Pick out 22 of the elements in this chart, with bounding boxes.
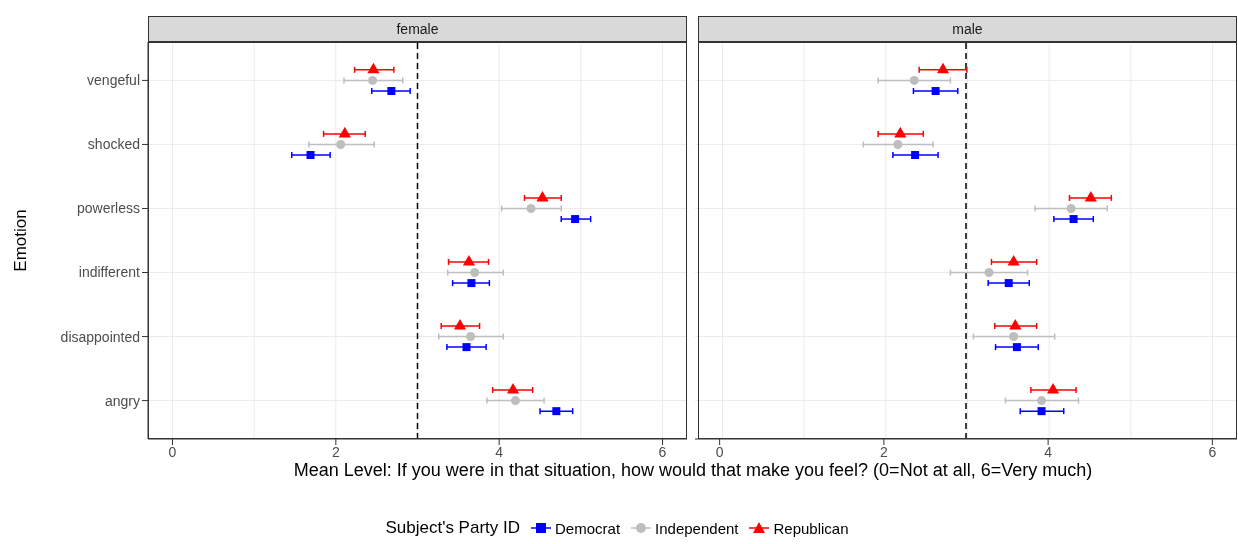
x-tick-label: 0: [168, 443, 177, 460]
legend-label: Independent: [654, 519, 739, 537]
x-tick-label: 4: [495, 443, 504, 460]
legend-label: Democrat: [554, 519, 621, 537]
y-tick-label: vengeful: [87, 72, 140, 89]
x-tick-label: 2: [879, 443, 888, 460]
y-tick-label: indifferent: [78, 264, 141, 281]
chart-title: female: [148, 16, 687, 42]
x-tick-label: 6: [658, 443, 667, 460]
y-axis-title: Emotion: [11, 209, 31, 272]
y-tick-label: disappointed: [60, 328, 140, 345]
x-tick-label: 0: [715, 443, 724, 460]
legend-title: Subject's Party ID: [385, 518, 521, 538]
y-tick-label: shocked: [87, 136, 140, 153]
x-tick-label: 6: [1208, 443, 1217, 460]
x-axis-title: Mean Level: If you were in that situation, how would that make you feel? (0=Not at all, 6=Very much): [292, 460, 1094, 481]
y-tick-label: powerless: [76, 200, 140, 217]
x-tick-label: 4: [1044, 443, 1053, 460]
x-tick-label: 2: [331, 443, 340, 460]
legend-label: Republican: [772, 519, 849, 537]
y-tick-label: angry: [104, 392, 140, 409]
chart-title: male: [698, 16, 1237, 42]
